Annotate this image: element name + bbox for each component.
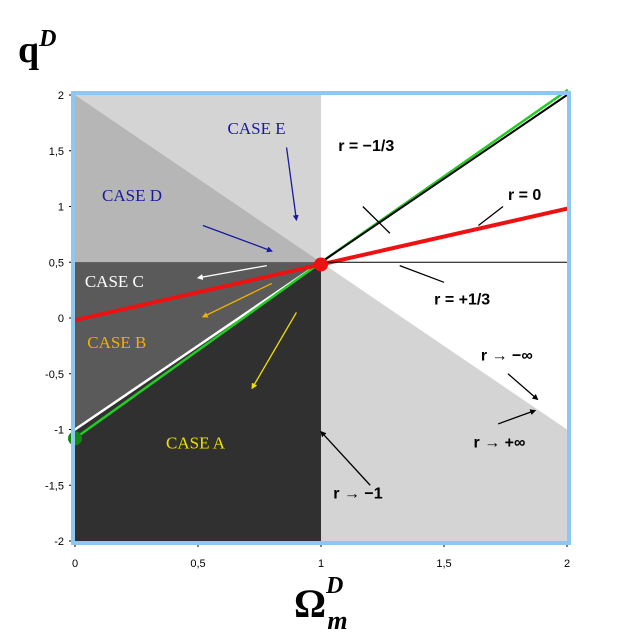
series-line [320,94,568,264]
annotation-arrow [251,312,297,390]
annotation-arrow [196,264,267,280]
red-dot [314,257,328,272]
r-label: r = −1/3 [338,138,394,155]
y-tick-label: 0 [58,313,64,325]
r-label: r → +∞ [474,434,526,451]
annotation-arrow [399,264,445,283]
x-tick-label: 0,5 [190,558,205,570]
arrows [196,147,539,486]
r-label: r = 0 [508,187,541,204]
y-tick-label: 1,5 [49,146,64,158]
annotation-arrow [478,205,504,226]
plot-frame [71,91,571,545]
annotation-arrow [201,282,273,318]
annotation-arrow [362,206,391,234]
r-label: r → −∞ [481,347,533,364]
annotation-arrow [285,147,299,222]
case-label: CASE D [102,186,162,205]
y-tick-label: -1 [54,425,64,437]
x-tick-label: 2 [564,558,570,570]
y-axis-title: qD [18,26,56,71]
y-tick-label: -1,5 [45,480,64,492]
y-tick-label: 1 [58,202,64,214]
r-label: r = +1/3 [434,292,490,309]
case-label: CASE E [228,119,286,138]
x-tick-label: 0 [72,558,78,570]
labels: CASE E CASE D CASE C CASE B CASE A r = −1/3 r … [85,119,542,503]
regions [75,95,567,541]
annotation-arrow [497,409,537,425]
case-label: CASE A [166,433,226,452]
annotation-arrow [507,373,539,401]
y-tick-label: -0,5 [45,369,64,381]
annotation-arrow [202,224,273,253]
x-tick-label: 1,5 [436,558,451,570]
region-case-d-wedge [75,95,321,263]
region-bottom-right [321,262,567,541]
r-label: r → −1 [333,486,382,503]
case-label: CASE C [85,272,144,291]
x-axis-title: ΩD m [294,573,348,635]
case-label: CASE B [87,333,146,352]
y-tick-label: 0,5 [49,257,64,269]
y-tick-label: -2 [54,536,64,548]
y-tick-label: 2 [58,90,64,102]
annotation-arrow [320,430,371,486]
x-tick-label: 1 [318,558,324,570]
